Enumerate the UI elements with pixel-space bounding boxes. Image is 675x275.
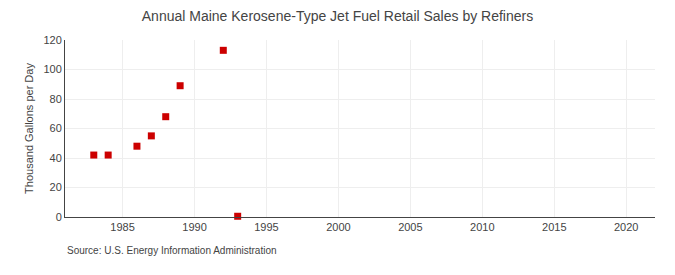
svg-text:Annual Maine Kerosene-Type Jet: Annual Maine Kerosene-Type Jet Fuel Reta…	[142, 8, 533, 24]
svg-text:1990: 1990	[182, 221, 206, 233]
svg-text:40: 40	[50, 152, 62, 164]
svg-text:Thousand Gallons per Day: Thousand Gallons per Day	[23, 63, 35, 194]
svg-text:2000: 2000	[326, 221, 350, 233]
svg-text:2020: 2020	[614, 221, 638, 233]
svg-text:2005: 2005	[398, 221, 422, 233]
svg-text:Source: U.S. Energy Informatio: Source: U.S. Energy Information Administ…	[67, 245, 277, 256]
svg-text:2015: 2015	[542, 221, 566, 233]
svg-text:100: 100	[43, 63, 61, 75]
svg-text:1995: 1995	[254, 221, 278, 233]
svg-text:2010: 2010	[470, 221, 494, 233]
svg-text:20: 20	[50, 181, 62, 193]
svg-text:80: 80	[50, 93, 62, 105]
svg-text:0: 0	[56, 211, 62, 223]
svg-text:1985: 1985	[110, 221, 134, 233]
svg-text:120: 120	[43, 34, 61, 46]
svg-text:60: 60	[50, 122, 62, 134]
